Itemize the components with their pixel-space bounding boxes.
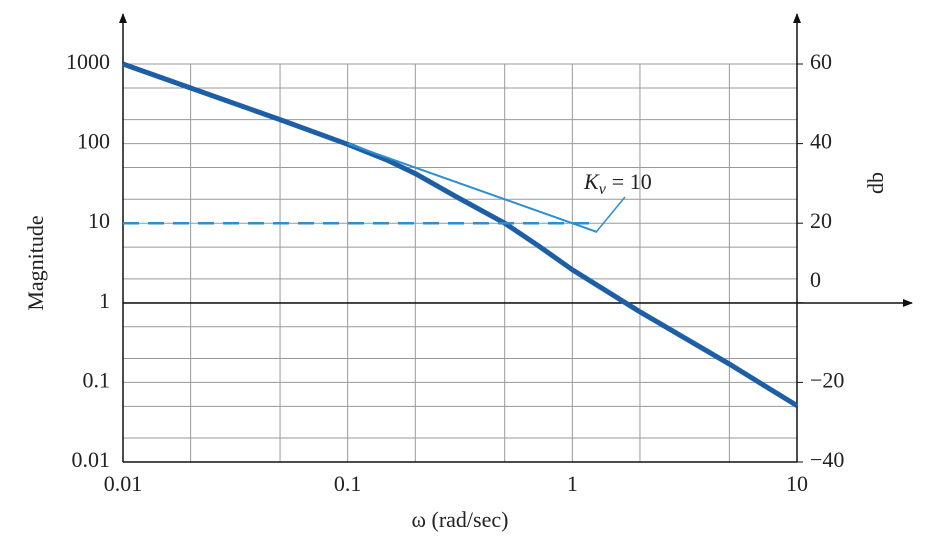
y2-tick-label: 40 bbox=[810, 129, 832, 154]
x-tick-label: 1 bbox=[567, 471, 578, 496]
x-tick-label: 0.1 bbox=[334, 471, 362, 496]
y2-tick-label: 20 bbox=[810, 208, 832, 233]
y-tick-label: 10 bbox=[88, 208, 110, 233]
y-tick-label: 1000 bbox=[66, 49, 110, 74]
y2-tick-label: −40 bbox=[810, 447, 844, 472]
y-tick-label: 100 bbox=[77, 129, 110, 154]
series-line bbox=[347, 142, 598, 233]
y2-tick-label: 60 bbox=[810, 49, 832, 74]
y-tick-label: 0.1 bbox=[83, 367, 111, 392]
marks bbox=[122, 61, 799, 408]
annotation-text: = 10 bbox=[612, 169, 652, 194]
y-tick-label: 0.01 bbox=[72, 447, 111, 472]
x-tick-label: 10 bbox=[786, 471, 808, 496]
series-line bbox=[122, 61, 799, 408]
annotation-subscript: v bbox=[599, 181, 607, 198]
y-axis-label: Magnitude bbox=[23, 215, 48, 310]
annotation: Kv = 10 bbox=[583, 169, 652, 198]
x-tick-label: 0.01 bbox=[104, 471, 143, 496]
x-axis-label: ω (rad/sec) bbox=[412, 507, 509, 532]
annotation-symbol: K bbox=[583, 169, 600, 194]
y2-tick-label: 0 bbox=[810, 267, 821, 292]
grid bbox=[122, 63, 803, 463]
annotation-leader bbox=[596, 196, 626, 232]
y-tick-label: 1 bbox=[99, 288, 110, 313]
y2-tick-label: −20 bbox=[810, 367, 844, 392]
y2-axis-label: db bbox=[863, 172, 888, 194]
